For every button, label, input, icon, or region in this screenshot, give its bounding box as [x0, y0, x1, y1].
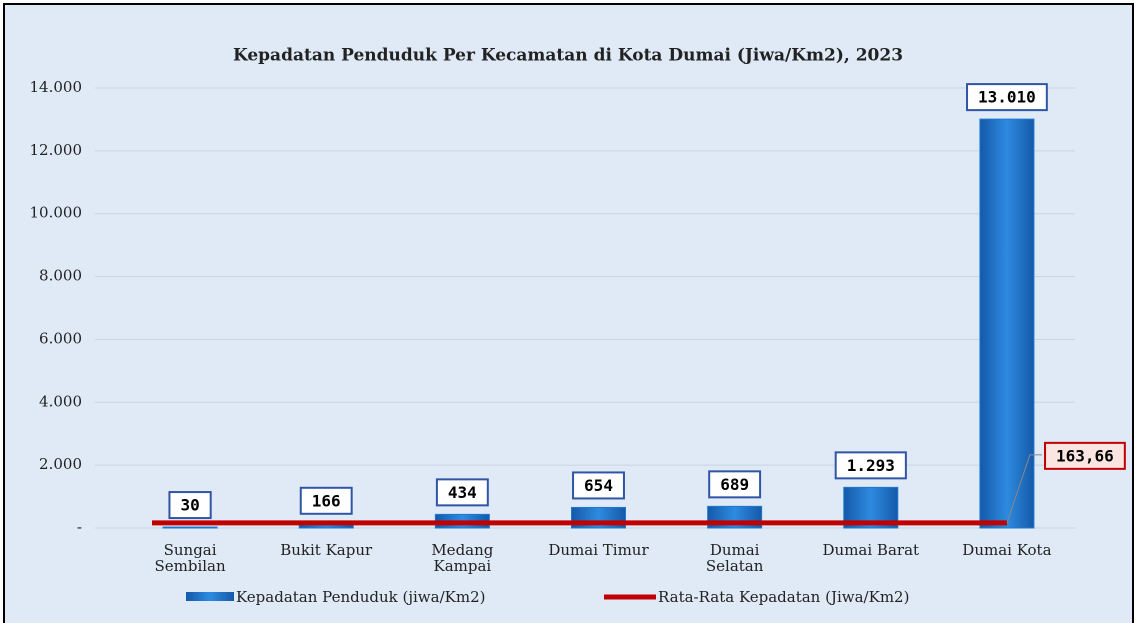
data-label-box	[435, 478, 489, 507]
x-tick-label: Selatan	[706, 557, 764, 575]
data-label-box	[966, 83, 1048, 112]
data-label: 13.010	[978, 88, 1036, 107]
data-label: 689	[720, 475, 749, 494]
x-tick-label: Sungai	[164, 541, 217, 559]
y-tick-label: 8.000	[39, 267, 82, 285]
data-label: 1.293	[847, 456, 895, 475]
data-label: 30	[180, 496, 199, 515]
y-tick-label: 4.000	[39, 392, 82, 410]
data-label: 654	[584, 476, 613, 495]
bar	[979, 118, 1035, 529]
bar	[162, 526, 218, 529]
y-tick-label: 10.000	[30, 204, 83, 222]
y-tick-label: -	[77, 518, 82, 536]
x-tick-label: Dumai	[710, 541, 760, 559]
data-label-box	[708, 470, 762, 499]
x-tick-label: Sembilan	[154, 557, 226, 575]
data-label: 166	[312, 491, 341, 510]
data-label-box	[834, 451, 907, 480]
data-label-box	[299, 486, 353, 515]
x-tick-label: Dumai Kota	[962, 541, 1051, 559]
legend-label: Kepadatan Penduduk (jiwa/Km2)	[236, 588, 485, 606]
y-tick-label: 12.000	[30, 141, 83, 159]
x-tick-label: Bukit Kapur	[280, 541, 373, 559]
y-tick-label: 6.000	[39, 329, 82, 347]
plot-background	[3, 3, 1134, 623]
x-tick-label: Dumai Barat	[823, 541, 920, 559]
data-label-box	[1044, 441, 1126, 470]
legend-label: Rata-Rata Kepadatan (Jiwa/Km2)	[658, 588, 909, 606]
data-label: 163,66	[1056, 446, 1114, 465]
leader-line	[1006, 454, 1042, 524]
x-tick-label: Medang	[431, 541, 493, 559]
chart-title: Kepadatan Penduduk Per Kecamatan di Kota…	[233, 46, 903, 66]
data-label-box	[168, 491, 212, 520]
y-tick-label: 2.000	[39, 455, 82, 473]
data-label-box	[572, 471, 625, 500]
legend-swatch	[186, 592, 234, 601]
x-tick-label: Dumai Timur	[548, 541, 649, 559]
data-label: 434	[448, 483, 477, 502]
y-tick-label: 14.000	[30, 78, 83, 96]
x-tick-label: Kampai	[433, 557, 491, 575]
